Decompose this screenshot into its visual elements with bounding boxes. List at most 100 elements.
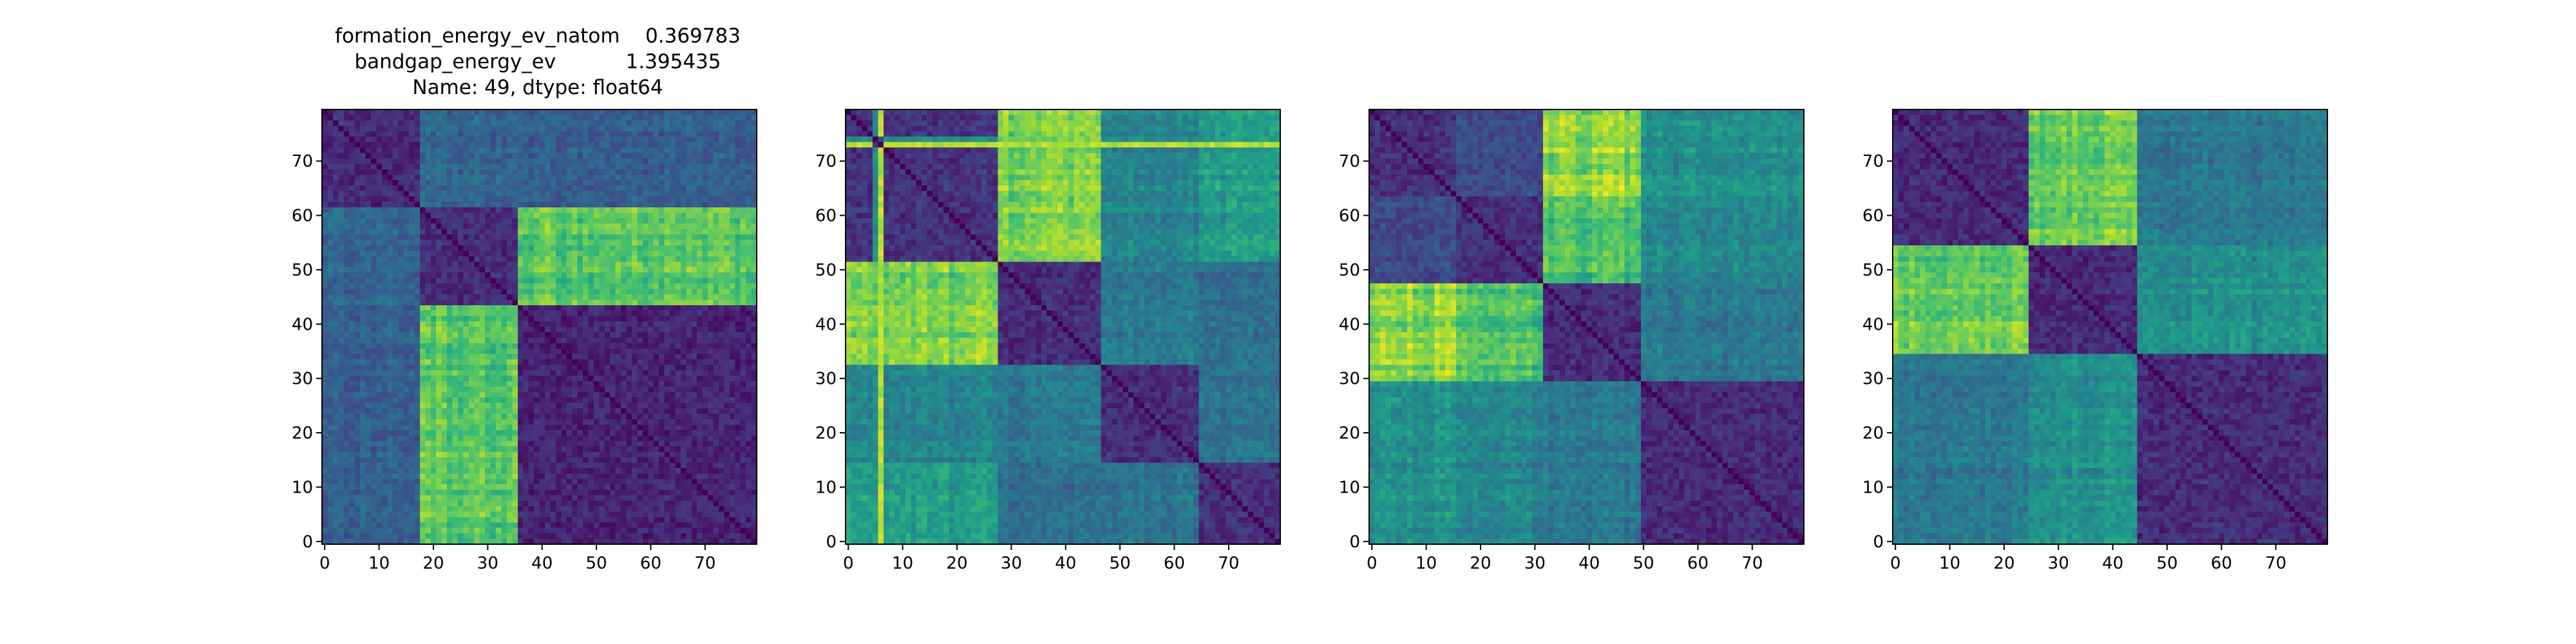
heatmap-cell [370, 180, 377, 186]
heatmap-cell [441, 316, 448, 322]
heatmap-cell [572, 402, 578, 409]
heatmap-cell [354, 267, 361, 273]
heatmap-cell [631, 316, 638, 322]
heatmap-cell [729, 327, 735, 333]
heatmap-cell [555, 424, 562, 431]
heatmap-cell [485, 153, 491, 159]
heatmap-cell [583, 321, 589, 328]
heatmap-cell [452, 115, 459, 121]
heatmap-cell [452, 294, 459, 300]
heatmap-cell [653, 337, 659, 344]
heatmap-cell [599, 218, 605, 224]
heatmap-cell [365, 419, 372, 425]
heatmap-cell [561, 207, 567, 213]
heatmap-cell [485, 430, 491, 436]
heatmap-cell [588, 131, 594, 137]
heatmap-cell [751, 256, 757, 262]
heatmap-cell [447, 430, 453, 436]
heatmap-cell [550, 137, 556, 143]
heatmap-cell [577, 109, 583, 116]
heatmap-cell [365, 213, 372, 219]
heatmap-cell [572, 196, 578, 203]
heatmap-cell [708, 207, 714, 213]
heatmap-cell [544, 316, 551, 322]
heatmap-cell [327, 234, 334, 241]
heatmap-cell [659, 294, 665, 300]
heatmap-cell [566, 408, 573, 415]
heatmap-cell [381, 408, 388, 415]
heatmap-cell [555, 278, 562, 284]
heatmap-cell [746, 142, 752, 148]
heatmap-cell [490, 294, 497, 300]
heatmap-cell [528, 354, 535, 360]
heatmap-cell [370, 234, 377, 241]
heatmap-cell [452, 392, 459, 398]
heatmap-cell [414, 386, 421, 393]
heatmap-cell [555, 267, 562, 273]
heatmap-cell [702, 359, 708, 366]
heatmap-cell [512, 213, 518, 219]
heatmap-cell [370, 223, 377, 230]
heatmap-cell [343, 240, 350, 246]
heatmap-cell [457, 115, 464, 121]
heatmap-cell [577, 240, 583, 246]
heatmap-cell [354, 120, 361, 126]
heatmap-cell [360, 251, 366, 257]
heatmap-cell [637, 397, 643, 404]
heatmap-cell [615, 413, 621, 420]
heatmap-cell [670, 142, 676, 148]
heatmap-cell [588, 354, 594, 360]
heatmap-cell [474, 321, 480, 328]
heatmap-cell [425, 413, 431, 420]
heatmap-cell [637, 435, 643, 442]
heatmap-cell [572, 397, 578, 404]
heatmap-cell [621, 430, 627, 436]
heatmap-cell [729, 337, 735, 344]
heatmap-cell [322, 109, 328, 116]
heatmap-cell [610, 245, 616, 251]
heatmap-cell [713, 169, 719, 175]
heatmap-cell [468, 213, 475, 219]
heatmap-cell [648, 392, 654, 398]
heatmap-cell [517, 202, 524, 208]
heatmap-cell [588, 175, 594, 181]
heatmap-cell [349, 109, 355, 116]
heatmap-cell [561, 272, 567, 279]
heatmap-cell [409, 440, 415, 447]
heatmap-cell [452, 169, 459, 175]
heatmap-cell [468, 229, 475, 235]
heatmap-cell [626, 440, 632, 447]
heatmap-cell [496, 175, 502, 181]
heatmap-cell [729, 343, 735, 349]
heatmap-cell [572, 337, 578, 344]
heatmap-cell [555, 386, 562, 393]
heatmap-cell [441, 191, 448, 197]
heatmap-cell [544, 435, 551, 442]
heatmap-cell [686, 153, 692, 159]
heatmap-cell [447, 435, 453, 442]
heatmap-cell [496, 272, 502, 279]
heatmap-cell [593, 337, 600, 344]
heatmap-cell [457, 365, 464, 371]
heatmap-cell [360, 283, 366, 290]
heatmap-cell [642, 435, 649, 442]
heatmap-cell [729, 158, 735, 164]
heatmap-cell [360, 370, 366, 377]
heatmap-cell [621, 321, 627, 328]
heatmap-cell [523, 137, 529, 143]
heatmap-cell [604, 278, 611, 284]
heatmap-cell [398, 310, 404, 317]
heatmap-cell [670, 316, 676, 322]
heatmap-cell [615, 196, 621, 203]
heatmap-cell [539, 354, 545, 360]
heatmap-cell [572, 207, 578, 213]
heatmap-cell [746, 354, 752, 360]
heatmap-cell [670, 191, 676, 197]
heatmap-cell [452, 234, 459, 241]
heatmap-cell [360, 202, 366, 208]
heatmap-cell [626, 256, 632, 262]
heatmap-cell [360, 354, 366, 360]
heatmap-cell [680, 381, 687, 387]
heatmap-cell [430, 196, 437, 203]
heatmap-cell [332, 419, 339, 425]
